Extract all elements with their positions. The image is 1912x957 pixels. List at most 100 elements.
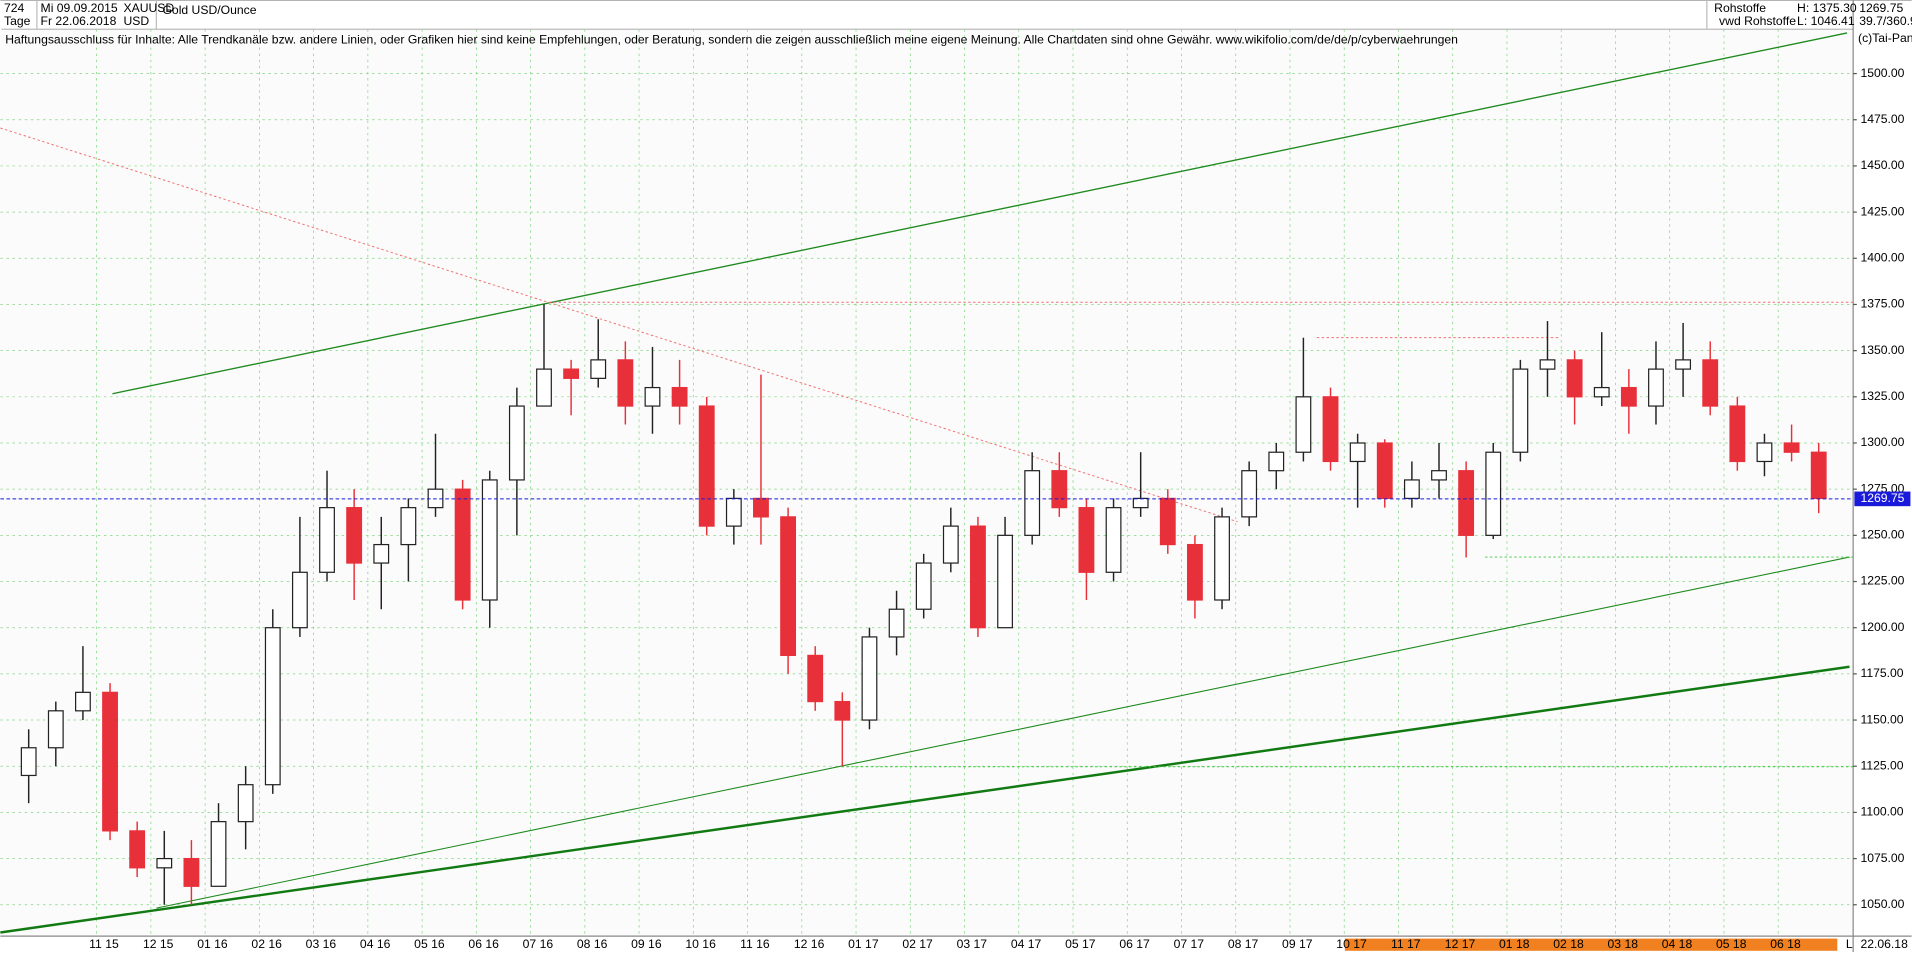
- header-source: Rohstoffe: [1714, 1, 1766, 15]
- candle-body: [1702, 359, 1719, 407]
- candle-body: [780, 516, 797, 657]
- candle-body: [1159, 497, 1176, 546]
- candle-body: [1539, 359, 1556, 370]
- x-tick-label: 03 17: [957, 937, 988, 951]
- x-tick-label: 01 18: [1499, 937, 1530, 951]
- x-tick-label: 08 17: [1228, 937, 1259, 951]
- candles: [20, 304, 1827, 905]
- y-tick-label: 1500.00: [1860, 66, 1904, 80]
- candle-body: [888, 608, 905, 638]
- header-count: 724: [4, 1, 25, 15]
- x-tick-label: 01 16: [197, 937, 228, 951]
- candle-body: [47, 710, 64, 749]
- header-end-date: Fr 22.06.2018: [41, 14, 117, 28]
- x-tick-label: 12 17: [1445, 937, 1476, 951]
- candle-body: [1376, 442, 1393, 500]
- header-low: L: 1046.41: [1797, 14, 1855, 28]
- y-tick-label: 1150.00: [1860, 712, 1903, 726]
- x-tick-label: 07 16: [523, 937, 554, 951]
- x-tick-label: 11 16: [740, 937, 770, 951]
- y-tick-label: 1125.00: [1860, 758, 1903, 772]
- x-tick-label: 11 15: [89, 937, 119, 951]
- header-ratio: 39.7/360.9: [1859, 14, 1912, 28]
- y-tick-label: 1300.00: [1860, 435, 1904, 449]
- y-tick-label: 1175.00: [1860, 666, 1903, 680]
- candle-body: [1132, 497, 1149, 509]
- candle-body: [725, 497, 742, 527]
- candle-body: [753, 497, 769, 518]
- candle-body: [183, 857, 200, 887]
- x-tick-label: 06 18: [1770, 937, 1801, 951]
- candle-body: [1268, 451, 1285, 472]
- candle-body: [861, 636, 878, 721]
- candle-body: [1186, 543, 1203, 601]
- candle-body: [129, 830, 146, 869]
- x-tick-label: 07 17: [1174, 937, 1205, 951]
- candle-body: [1485, 451, 1502, 536]
- x-tick-label: 05 18: [1716, 937, 1747, 951]
- footer-marker: L: [1846, 937, 1853, 951]
- candle-body: [1675, 359, 1692, 370]
- y-tick-label: 1425.00: [1860, 204, 1904, 218]
- candle-body: [807, 654, 824, 703]
- candle-body: [617, 359, 634, 407]
- header-high: H: 1375.30: [1797, 1, 1857, 15]
- header-name: Gold USD/Ounce: [162, 3, 256, 17]
- header-period: Tage: [4, 14, 31, 28]
- x-tick-label: 02 16: [251, 937, 282, 951]
- candle-body: [156, 857, 173, 869]
- x-tick-label: 05 17: [1065, 937, 1096, 951]
- candle-body: [590, 359, 607, 379]
- candle-body: [698, 405, 715, 527]
- candle-body: [75, 691, 91, 712]
- x-tick-label: 06 16: [468, 937, 499, 951]
- x-tick-label: 05 16: [414, 937, 445, 951]
- x-tick-label: 04 16: [360, 937, 391, 951]
- candle-body: [970, 525, 986, 629]
- header-currency: USD: [123, 14, 149, 28]
- y-tick-label: 1225.00: [1860, 574, 1904, 588]
- candle-body: [1783, 442, 1800, 453]
- x-tick-label: 09 17: [1282, 937, 1313, 951]
- y-tick-label: 1375.00: [1860, 297, 1904, 311]
- candle-body: [1214, 516, 1230, 601]
- y-tick-label: 1100.00: [1860, 805, 1903, 819]
- candle-body: [1241, 470, 1258, 518]
- candle-body: [671, 386, 688, 407]
- trend-support: [0, 665, 1850, 934]
- trend-channel-lower: [156, 556, 1850, 909]
- candle-body: [563, 368, 580, 379]
- candle-body: [1322, 396, 1339, 463]
- y-tick-label: 1075.00: [1860, 851, 1904, 865]
- candle-body: [508, 405, 525, 481]
- candle-body: [1051, 470, 1068, 509]
- candle-body: [20, 747, 37, 777]
- candle-body: [942, 525, 959, 564]
- x-tick-label: 06 17: [1119, 937, 1150, 951]
- trend-channel-upper: [112, 32, 1848, 395]
- y-tick-label: 1450.00: [1860, 158, 1904, 172]
- candle-body: [102, 691, 118, 832]
- candle-body: [210, 821, 227, 887]
- candle-body: [319, 507, 335, 573]
- x-tick-label: 10 17: [1336, 937, 1367, 951]
- grid: [0, 29, 1854, 937]
- candle-body: [400, 507, 417, 546]
- x-tick-label: 08 16: [577, 937, 608, 951]
- x-tick-label: 02 17: [902, 937, 933, 951]
- candle-body: [346, 507, 363, 564]
- x-tick-label: 03 18: [1608, 937, 1639, 951]
- disclaimer: Haftungsausschluss für Inhalte: Alle Tre…: [5, 32, 1458, 46]
- header-symbol: XAUUSD: [123, 1, 174, 15]
- x-tick-label: 09 16: [631, 937, 662, 951]
- candle-body: [644, 386, 661, 407]
- candle-body: [1810, 451, 1827, 500]
- candle-body: [1024, 470, 1041, 536]
- candle-body: [1756, 442, 1773, 463]
- x-tick-label: 01 17: [848, 937, 879, 951]
- candle-body: [373, 543, 390, 564]
- header-start-date: Mi 09.09.2015: [41, 1, 118, 15]
- candle-body: [1648, 368, 1664, 407]
- candle-body: [1512, 368, 1529, 453]
